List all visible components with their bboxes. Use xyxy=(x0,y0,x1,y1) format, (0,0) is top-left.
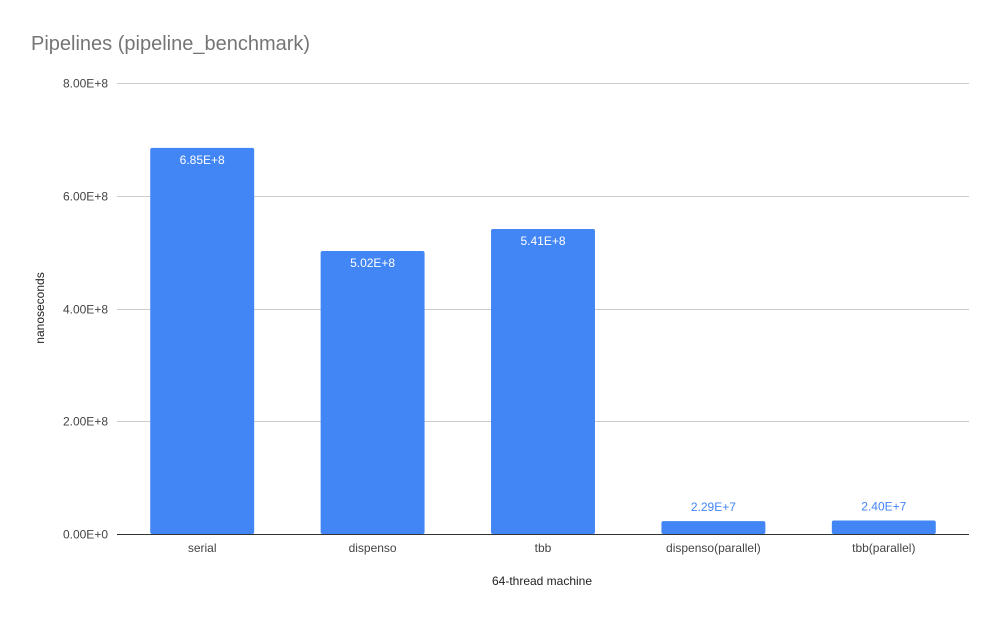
bar xyxy=(491,229,595,535)
x-tick-label: dispenso(parallel) xyxy=(666,541,761,555)
bar-value-label: 5.02E+8 xyxy=(350,256,395,270)
x-tick-label: serial xyxy=(188,541,217,555)
x-axis-ticks: serial dispenso tbb dispenso(parallel) tbb(p… xyxy=(188,541,916,555)
y-tick-label: 4.00E+8 xyxy=(63,303,108,317)
x-axis-label: 64-thread machine xyxy=(492,574,592,588)
bar xyxy=(661,521,766,534)
bar xyxy=(150,147,255,535)
y-tick-label: 2.00E+8 xyxy=(63,415,108,429)
bar xyxy=(831,520,936,534)
x-tick-label: tbb(parallel) xyxy=(852,541,915,555)
x-tick-label: tbb xyxy=(535,541,552,555)
bar-value-label: 2.29E+7 xyxy=(691,500,736,514)
bar xyxy=(320,250,425,534)
bar-value-label: 2.40E+7 xyxy=(861,499,906,513)
y-tick-label: 8.00E+8 xyxy=(63,77,108,91)
y-axis-ticks: 0.00E+0 2.00E+8 4.00E+8 6.00E+8 8.00E+8 xyxy=(63,77,108,542)
y-axis-label: nanoseconds xyxy=(33,272,47,343)
chart-title: Pipelines (pipeline_benchmark) xyxy=(31,33,310,55)
x-tick-label: dispenso xyxy=(349,541,397,555)
y-tick-label: 0.00E+0 xyxy=(63,528,108,542)
bars xyxy=(150,147,936,535)
data-labels: 6.85E+8 5.02E+8 5.41E+8 2.29E+7 2.40E+7 xyxy=(180,153,907,514)
bar-value-label: 6.85E+8 xyxy=(180,153,225,167)
bar-value-label: 5.41E+8 xyxy=(520,234,565,248)
y-tick-label: 6.00E+8 xyxy=(63,190,108,204)
